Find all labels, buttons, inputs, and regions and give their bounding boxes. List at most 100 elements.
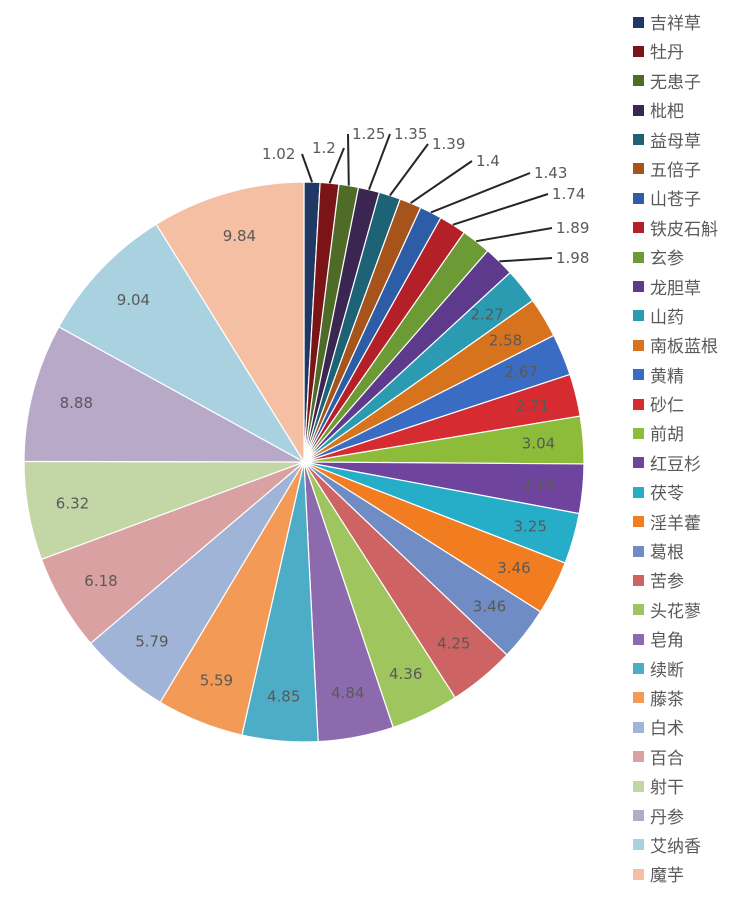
legend-label: 白术 — [650, 719, 684, 740]
data-label-24: 5.59 — [200, 671, 233, 689]
legend-label: 南板蓝根 — [650, 337, 718, 358]
legend-item-26: 百合 — [633, 745, 743, 774]
data-label-21: 4.36 — [389, 665, 422, 683]
data-label-27: 6.32 — [56, 494, 89, 512]
data-label-30: 9.84 — [223, 227, 256, 245]
legend-label: 益母草 — [650, 131, 701, 152]
leader-line-6 — [410, 160, 473, 204]
legend-swatch — [633, 839, 644, 851]
leader-line-3 — [347, 133, 350, 186]
legend-label: 葛根 — [650, 543, 684, 564]
data-label-6: 1.4 — [476, 152, 500, 170]
legend-swatch — [633, 339, 644, 351]
legend-item-3: 无患子 — [633, 69, 743, 98]
data-label-9: 1.89 — [556, 219, 589, 237]
legend-label: 枇杷 — [650, 102, 684, 123]
legend-label: 续断 — [650, 660, 684, 681]
legend-swatch — [633, 16, 644, 28]
legend-label: 艾纳香 — [650, 836, 701, 857]
legend-swatch — [633, 780, 644, 792]
legend-item-21: 头花蓼 — [633, 598, 743, 627]
legend-item-5: 益母草 — [633, 128, 743, 157]
legend-swatch — [633, 369, 644, 381]
data-label-20: 4.25 — [437, 634, 470, 652]
legend-label: 苦参 — [650, 572, 684, 593]
legend-label: 五倍子 — [650, 160, 701, 181]
data-label-19: 3.46 — [473, 598, 506, 616]
legend-item-30: 魔芋 — [633, 862, 743, 891]
legend-swatch — [633, 516, 644, 528]
legend-label: 射干 — [650, 778, 684, 799]
legend-item-9: 玄参 — [633, 245, 743, 274]
legend-item-25: 白术 — [633, 715, 743, 744]
legend-swatch — [633, 251, 644, 263]
legend-label: 砂仁 — [650, 396, 684, 417]
data-label-3: 1.25 — [352, 125, 385, 143]
legend-item-8: 铁皮石斛 — [633, 216, 743, 245]
leader-line-7 — [430, 172, 531, 214]
legend-label: 山苍子 — [650, 190, 701, 211]
legend-swatch — [633, 310, 644, 322]
data-label-5: 1.39 — [432, 135, 465, 153]
data-label-7: 1.43 — [534, 164, 567, 182]
leader-line-4 — [368, 133, 391, 190]
legend-swatch — [633, 633, 644, 645]
leader-line-5 — [389, 143, 429, 197]
legend-swatch — [633, 810, 644, 822]
leader-line-10 — [499, 257, 553, 263]
data-label-26: 6.18 — [84, 572, 117, 590]
legend-swatch — [633, 104, 644, 116]
legend-item-18: 淫羊藿 — [633, 510, 743, 539]
legend-item-29: 艾纳香 — [633, 833, 743, 862]
legend-label: 茯苓 — [650, 484, 684, 505]
legend-item-22: 皂角 — [633, 627, 743, 656]
pie-slice-28 — [23, 325, 305, 463]
legend-swatch — [633, 486, 644, 498]
legend-swatch — [633, 574, 644, 586]
legend-label: 黄精 — [650, 366, 684, 387]
legend-item-11: 山药 — [633, 304, 743, 333]
legend-label: 牡丹 — [650, 43, 684, 64]
legend-swatch — [633, 398, 644, 410]
data-label-16: 3.16 — [521, 476, 554, 494]
data-label-8: 1.74 — [552, 185, 585, 203]
legend-item-4: 枇杷 — [633, 98, 743, 127]
legend-item-27: 射干 — [633, 774, 743, 803]
legend-item-7: 山苍子 — [633, 186, 743, 215]
data-label-29: 9.04 — [117, 291, 150, 309]
legend-label: 龙胆草 — [650, 278, 701, 299]
legend-label: 淫羊藿 — [650, 513, 701, 534]
legend-item-10: 龙胆草 — [633, 275, 743, 304]
data-label-14: 2.71 — [516, 397, 549, 415]
legend-item-2: 牡丹 — [633, 39, 743, 68]
legend-label: 山药 — [650, 307, 684, 328]
data-label-25: 5.79 — [135, 632, 168, 650]
legend-swatch — [633, 868, 644, 880]
legend-item-23: 续断 — [633, 657, 743, 686]
legend-label: 魔芋 — [650, 866, 684, 887]
legend-swatch — [633, 281, 644, 293]
data-label-12: 2.58 — [489, 332, 522, 350]
legend-swatch — [633, 427, 644, 439]
legend-label: 吉祥草 — [650, 14, 701, 34]
legend-item-28: 丹参 — [633, 804, 743, 833]
legend-item-6: 五倍子 — [633, 157, 743, 186]
legend-item-14: 砂仁 — [633, 392, 743, 421]
data-label-2: 1.2 — [312, 139, 336, 157]
legend-item-1: 吉祥草 — [633, 10, 743, 39]
legend-label: 铁皮石斛 — [650, 219, 718, 240]
legend-swatch — [633, 134, 644, 146]
legend-swatch — [633, 663, 644, 675]
data-label-23: 4.85 — [267, 687, 300, 705]
data-label-4: 1.35 — [394, 125, 427, 143]
data-label-13: 2.67 — [504, 363, 537, 381]
legend-swatch — [633, 75, 644, 87]
data-label-28: 8.88 — [60, 394, 93, 412]
legend-swatch — [633, 192, 644, 204]
data-label-10: 1.98 — [556, 249, 589, 267]
data-label-11: 2.27 — [470, 305, 503, 323]
data-label-22: 4.84 — [331, 684, 364, 702]
legend-item-24: 藤茶 — [633, 686, 743, 715]
legend-swatch — [633, 457, 644, 469]
